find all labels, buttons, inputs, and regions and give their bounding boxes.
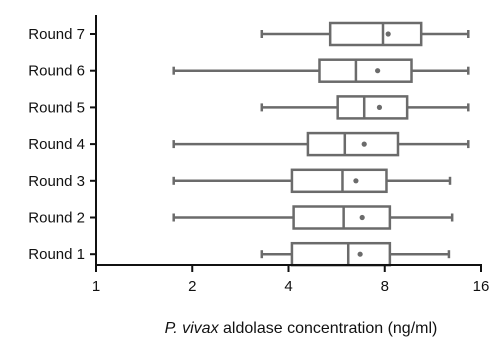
category-label: Round 6 (28, 63, 85, 80)
iqr-box (318, 58, 413, 83)
x-tick-label: 1 (92, 278, 100, 295)
mean-marker (376, 104, 383, 110)
box-round-6 (172, 58, 470, 83)
category-label: Round 1 (28, 246, 85, 263)
box-round-5 (260, 95, 470, 120)
x-axis: 1 2 4 8 16 (92, 15, 490, 295)
iqr-box (290, 168, 388, 194)
x-tick-label: 8 (381, 278, 389, 295)
mean-marker (353, 178, 359, 184)
iqr-box (292, 205, 392, 230)
category-label: Round 7 (28, 26, 85, 43)
iqr-box (328, 21, 423, 47)
mean-marker (359, 214, 365, 221)
box-round-7 (260, 21, 470, 47)
box-round-4 (172, 131, 470, 157)
x-tick-label: 4 (284, 278, 292, 295)
box-round-2 (172, 205, 454, 230)
mean-marker (375, 68, 381, 74)
box-series (172, 21, 470, 267)
mean-marker (385, 31, 391, 37)
iqr-box (306, 131, 400, 157)
box-round-3 (172, 168, 452, 194)
category-label: Round 2 (28, 210, 85, 227)
x-axis-title: P. vivax aldolase concentration (ng/ml) (165, 320, 438, 337)
x-tick-label: 2 (188, 278, 196, 295)
x-tick-label: 16 (473, 278, 490, 295)
iqr-box (336, 95, 409, 120)
box-round-1 (260, 241, 451, 267)
category-label: Round 5 (28, 99, 85, 116)
mean-marker (361, 141, 367, 147)
category-label: Round 3 (28, 173, 85, 190)
mean-marker (357, 251, 363, 257)
iqr-box (290, 241, 392, 267)
category-labels: Round 7 Round 6 Round 5 Round 4 Round 3 Round… (28, 26, 96, 263)
category-label: Round 4 (28, 136, 85, 153)
